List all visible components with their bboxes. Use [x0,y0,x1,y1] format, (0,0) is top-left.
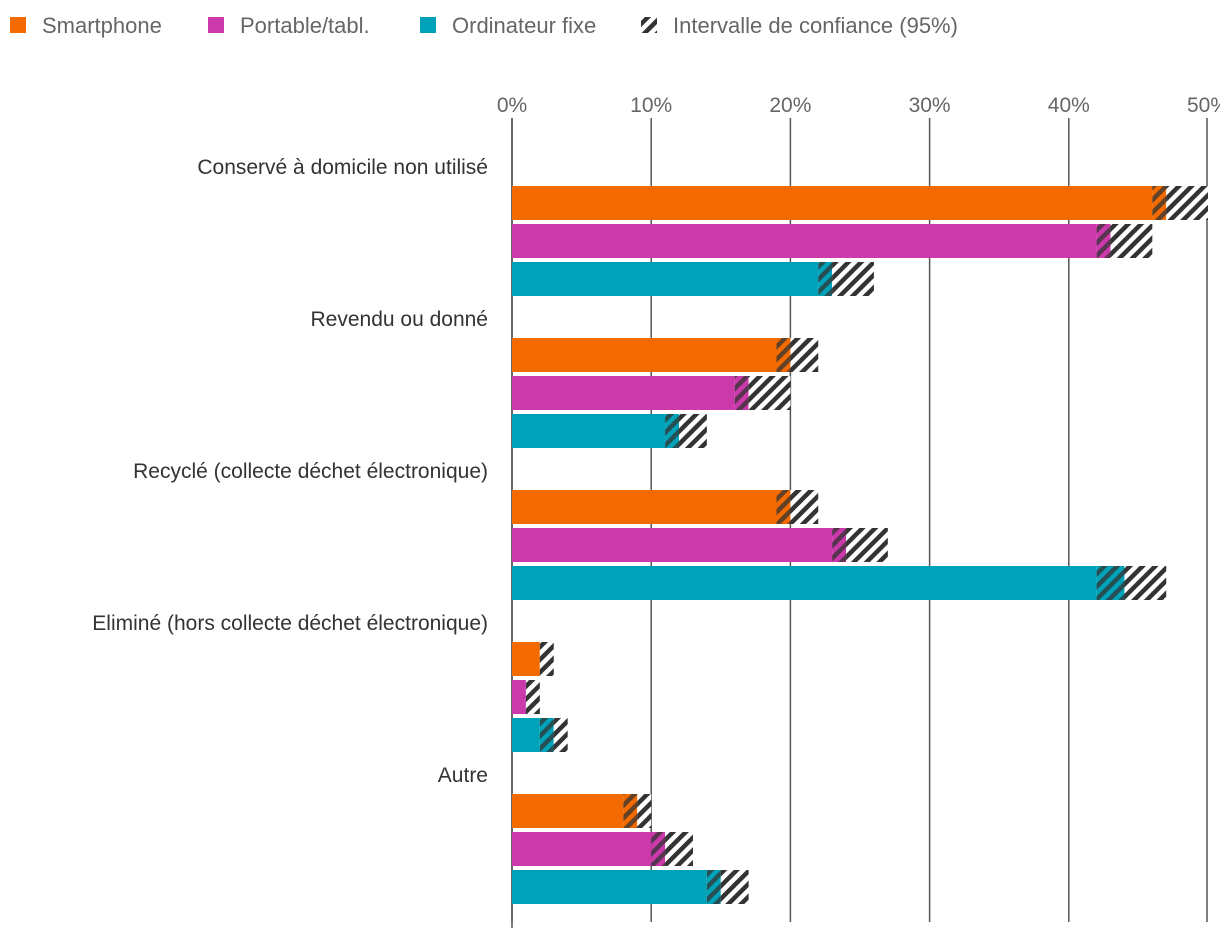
category-label: Eliminé (hors collecte déchet électroniq… [92,612,488,635]
ci-hatch-outer [790,490,819,524]
ci-hatch-inner [539,718,554,752]
bar-portable [512,224,1097,258]
ci-hatch-outer [790,338,819,372]
ci-hatch-outer [637,794,652,828]
ci-hatch-outer [1124,566,1167,600]
legend-swatch-smartphone [10,17,26,33]
bar-ordinateur [512,870,707,904]
tick-label: 0% [497,94,527,117]
ci-hatch-outer [679,414,707,448]
ci-hatch-outer [846,528,888,562]
category-label: Revendu ou donné [311,308,489,331]
legend-swatch-portable [208,17,224,33]
bar-portable [512,528,833,562]
bar-portable [512,832,652,866]
bars [512,186,1208,904]
category-label: Autre [438,764,488,787]
tick-label: 30% [909,94,951,117]
category-label: Conservé à domicile non utilisé [197,156,488,179]
ci-hatch-outer [553,718,568,752]
ci-hatch-inner [665,414,680,448]
bar-smartphone [512,338,777,372]
ci-hatch-outer [748,376,791,410]
bar-smartphone [512,186,1153,220]
bar-smartphone [512,642,540,676]
legend: Smartphone Portable/tabl. Ordinateur fix… [10,13,958,38]
ci-hatch-inner [818,262,833,296]
category-labels: Conservé à domicile non utilisé Revendu o… [92,156,488,787]
legend-label-smartphone: Smartphone [42,13,162,38]
bar-smartphone [512,490,777,524]
ci-hatch-outer [665,832,693,866]
ci-hatch-inner [623,794,638,828]
bar-smartphone [512,794,624,828]
ci-hatch-inner [776,490,791,524]
ci-hatch-inner [734,376,749,410]
tick-label: 10% [630,94,672,117]
ci-hatch-outer [720,870,749,904]
tick-label: 20% [769,94,811,117]
bar-ordinateur [512,718,540,752]
tick-label: 40% [1048,94,1090,117]
bar-ordinateur [512,566,1097,600]
bar-ordinateur [512,262,819,296]
legend-label-ci: Intervalle de confiance (95%) [673,13,958,38]
bar-portable [512,680,526,714]
legend-label-portable: Portable/tabl. [240,13,370,38]
tick-label: 50% [1187,94,1220,117]
ci-hatch-outer [525,680,540,714]
ci-hatch-inner [1096,566,1125,600]
ci-hatch-inner [1152,186,1167,220]
legend-swatch-ordinateur [420,17,436,33]
ci-hatch-outer [539,642,554,676]
ci-hatch-outer [832,262,874,296]
ci-hatch-inner [651,832,666,866]
legend-label-ordinateur: Ordinateur fixe [452,13,596,38]
x-axis-ticks: 0% 10% 20% 30% 40% 50% [497,94,1220,117]
bar-portable [512,376,735,410]
ci-hatch-outer [1110,224,1153,258]
ci-hatch-inner [776,338,791,372]
ci-hatch-inner [1096,224,1111,258]
category-label: Recyclé (collecte déchet électronique) [133,460,488,483]
ci-hatch-inner [832,528,847,562]
ci-hatch-outer [1166,186,1208,220]
bar-ordinateur [512,414,666,448]
ci-hatch-inner [706,870,721,904]
legend-swatch-ci [641,17,657,33]
